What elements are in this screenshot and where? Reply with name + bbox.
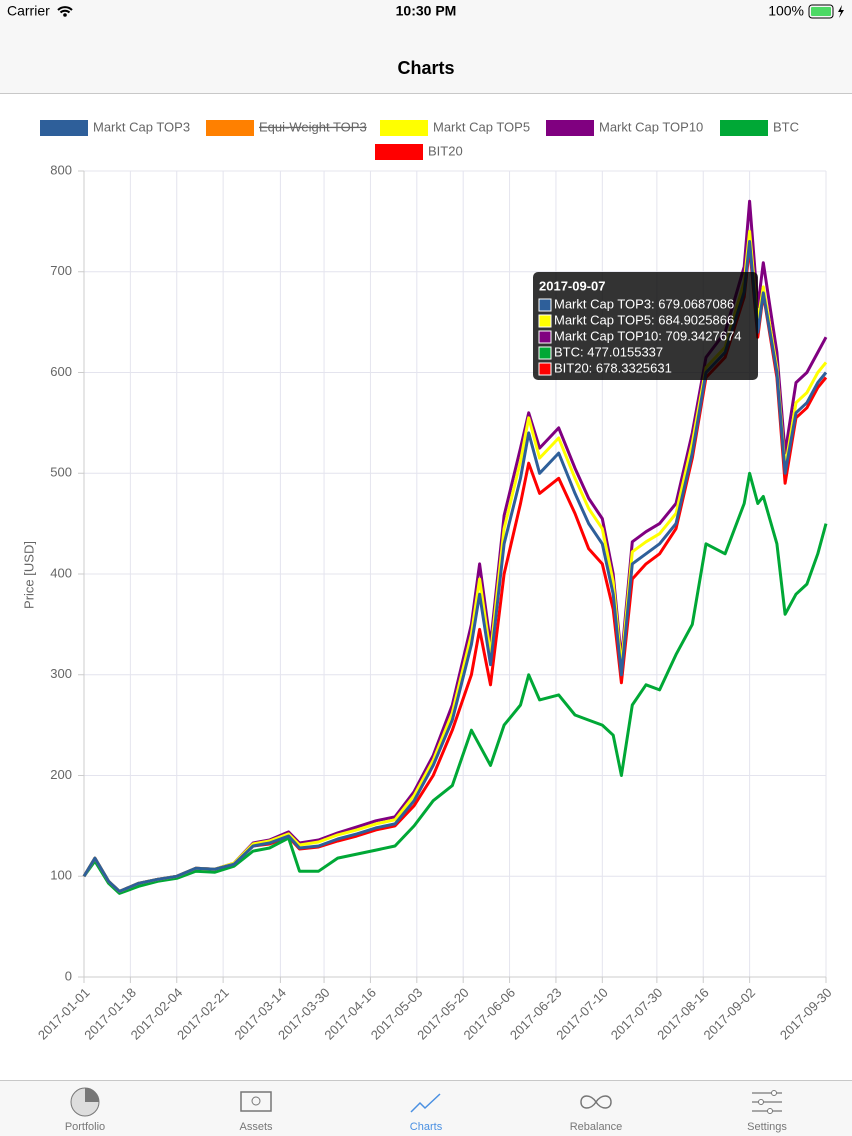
legend-swatch	[375, 144, 423, 160]
legend-label: Equi-Weight TOP3	[259, 119, 367, 134]
tab-label[interactable]: Charts	[410, 1121, 443, 1133]
wifi-icon	[57, 6, 73, 14]
tab-icons	[70, 1087, 782, 1117]
y-tick-label: 800	[50, 162, 72, 177]
battery-text: 100%	[768, 3, 804, 19]
settings-knob	[767, 1108, 773, 1114]
assets-icon-coin	[251, 1096, 261, 1106]
legend-label: BIT20	[428, 143, 463, 158]
tooltip-swatch	[538, 362, 552, 376]
x-tick-label: 2017-09-30	[777, 985, 835, 1043]
settings-knob	[758, 1099, 764, 1105]
y-tick-label: 500	[50, 465, 72, 480]
tooltip-item: BTC: 477.0155337	[554, 344, 663, 359]
charts-icon	[410, 1093, 441, 1113]
battery-level	[811, 7, 831, 16]
legend-label: Markt Cap TOP10	[599, 119, 703, 134]
nav-title: Charts	[397, 58, 454, 78]
tab-label[interactable]: Settings	[747, 1121, 787, 1133]
tooltip	[533, 272, 758, 380]
y-tick-label: 0	[65, 968, 72, 983]
tooltip-item: Markt Cap TOP10: 709.3427674	[554, 328, 741, 343]
y-tick-label: 600	[50, 364, 72, 379]
y-axis-label: Price [USD]	[21, 541, 36, 609]
tooltip-item: BIT20: 678.3325631	[554, 360, 672, 375]
y-tick-label: 100	[50, 868, 72, 883]
top-bar	[0, 0, 852, 93]
tooltip-swatch	[538, 298, 552, 312]
legend-swatch	[40, 120, 88, 136]
charging-icon	[838, 5, 844, 18]
settings-knob	[771, 1090, 777, 1096]
tab-label[interactable]: Rebalance	[570, 1121, 623, 1133]
tooltip-item: Markt Cap TOP3: 679.0687086	[554, 296, 734, 311]
legend-swatch	[546, 120, 594, 136]
clock: 10:30 PM	[396, 3, 457, 19]
tooltip-swatch	[538, 346, 552, 360]
chart: 01002003004005006007008002017-01-012017-…	[21, 119, 834, 1042]
y-tick-label: 300	[50, 666, 72, 681]
tooltip-swatch	[538, 314, 552, 328]
tab-label[interactable]: Assets	[239, 1121, 273, 1133]
tooltip-item: Markt Cap TOP5: 684.9025866	[554, 312, 734, 327]
portfolio-icon-slice	[85, 1088, 99, 1102]
legend-label: Markt Cap TOP3	[93, 119, 190, 134]
legend-swatch	[380, 120, 428, 136]
carrier: Carrier	[7, 3, 50, 19]
legend-label: BTC	[773, 119, 799, 134]
y-tick-label: 400	[50, 565, 72, 580]
tooltip-swatch	[538, 330, 552, 344]
y-tick-label: 700	[50, 263, 72, 278]
assets-icon	[240, 1091, 272, 1112]
wifi-icon-dot	[63, 13, 67, 17]
legend-swatch	[206, 120, 254, 136]
series-line	[82, 471, 828, 895]
legend-label: Markt Cap TOP5	[433, 119, 530, 134]
tooltip-title: 2017-09-07	[539, 278, 606, 293]
battery-icon	[808, 4, 834, 19]
y-tick-label: 200	[50, 767, 72, 782]
series-line	[82, 240, 828, 893]
legend-swatch	[720, 120, 768, 136]
tab-label[interactable]: Portfolio	[65, 1121, 105, 1133]
rebalance-icon	[580, 1095, 612, 1109]
